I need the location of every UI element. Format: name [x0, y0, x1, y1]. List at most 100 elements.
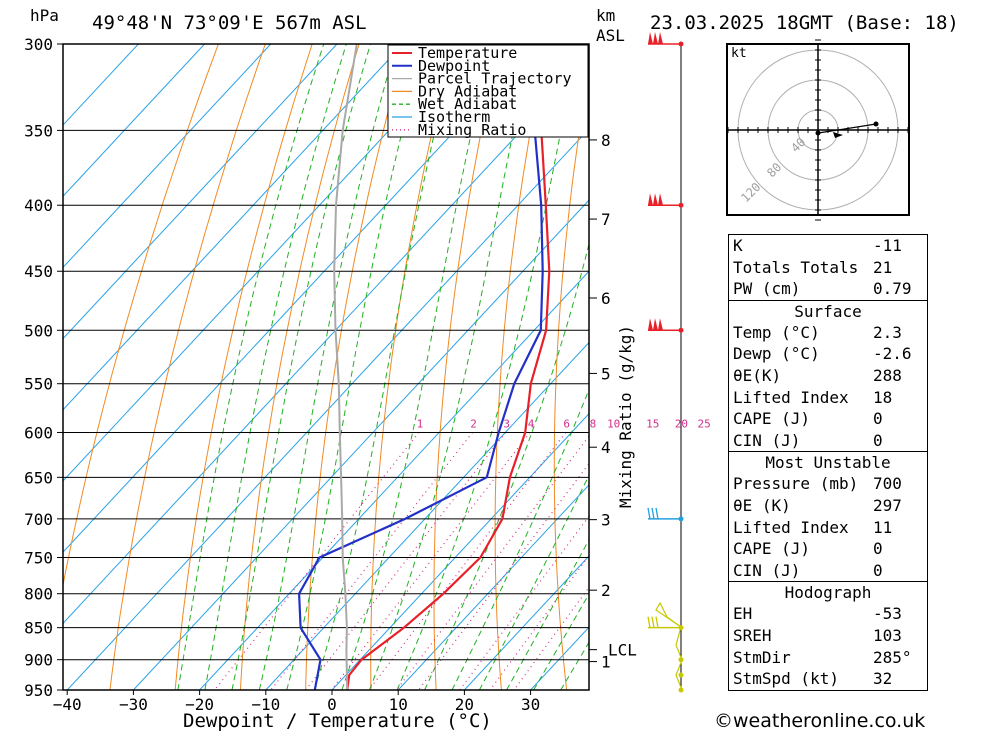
- height-unit: km: [596, 6, 615, 25]
- index-label: StmSpd (kt): [733, 669, 839, 689]
- temperature-tick-label: 0: [327, 695, 337, 714]
- mixing-ratio-value: 4: [528, 418, 535, 431]
- indices-table: K -11 Totals Totals 21 PW (cm) 0.79 Surface…: [728, 234, 928, 691]
- height-tick-label: 5: [601, 364, 611, 383]
- wind-barb-pennant: [658, 193, 663, 206]
- wind-barb-feather: [655, 507, 659, 519]
- mixing-ratio-labels: 12346810152025: [417, 418, 711, 431]
- isotherm-line: [63, 44, 338, 340]
- index-row: Lifted Index 18: [729, 387, 927, 409]
- legend-entry: Temperature: [418, 44, 517, 62]
- mixing-ratio-value: 6: [563, 418, 570, 431]
- wind-barb-pennant: [653, 193, 658, 206]
- index-value: 0: [873, 430, 883, 450]
- index-value: 103: [873, 625, 902, 645]
- low-level-wind-trace: [655, 601, 683, 691]
- index-value: -11: [873, 236, 902, 255]
- wind-level-dot: [678, 657, 684, 663]
- index-row: Temp (°C) 2.3: [729, 322, 927, 344]
- height-tick-label: 7: [601, 210, 611, 229]
- isotherm-line: [63, 44, 272, 269]
- temperature-tick-label: −30: [119, 695, 148, 714]
- pressure-tick-label: 600: [24, 423, 53, 442]
- lcl-label: LCL: [608, 641, 637, 660]
- copyright-link[interactable]: ©weatheronline.co.uk: [714, 710, 926, 732]
- legend-entry: Parcel Trajectory: [418, 70, 572, 88]
- index-row: θE(K) 288: [729, 365, 927, 387]
- wet-adiabat-line: [177, 44, 325, 690]
- dry-adiabat-line: [370, 44, 454, 690]
- wet-adiabat-line: [396, 44, 579, 690]
- temperature-tick-label: 20: [455, 695, 474, 714]
- isotherm-line: [63, 44, 139, 126]
- mixing-ratio-line: [418, 462, 589, 690]
- isotherm-line: [133, 199, 589, 690]
- dry-adiabat-line: [305, 44, 407, 690]
- background-lines: [63, 44, 589, 690]
- sounding-profiles: [297, 44, 551, 690]
- wind-barb-feather: [651, 616, 655, 628]
- isotherm-line: [63, 44, 536, 553]
- isotherm-line: [66, 128, 589, 690]
- index-row: Pressure (mb) 700: [729, 473, 927, 495]
- pressure-tick-label: 650: [24, 468, 53, 487]
- wet-adiabat-line: [258, 44, 397, 690]
- isotherm-line: [63, 44, 205, 197]
- pressure-tick-label: 950: [24, 681, 53, 700]
- isotherm-line: [63, 57, 589, 625]
- legend-entry: Dry Adiabat: [418, 82, 517, 100]
- height-tick-label: 8: [601, 131, 611, 150]
- wind-barb-pennant: [658, 32, 663, 44]
- legend-entry: Wet Adiabat: [418, 95, 517, 113]
- pressure-tick-label: 700: [24, 510, 53, 529]
- index-row: Dewp (°C) -2.6: [729, 343, 927, 365]
- index-value: -2.6: [873, 344, 912, 364]
- index-label: SREH: [733, 625, 772, 645]
- wind-level-dot: [678, 687, 684, 693]
- index-label: CIN (J): [733, 430, 801, 450]
- pressure-axis: 300 350 400 450 500 550 600 650 700 750 800 850 900 9…: [24, 35, 63, 700]
- mixing-ratio-axis-label: Mixing Ratio (g/kg): [616, 325, 635, 508]
- profile-dewpoint: [297, 44, 544, 690]
- index-row: θE (K) 297: [729, 495, 927, 517]
- index-label: θE(K): [733, 365, 782, 385]
- section-title: Hodograph: [784, 583, 872, 603]
- mixing-ratio-line: [305, 432, 507, 690]
- wind-barb-feather: [651, 507, 655, 519]
- legend-box: [387, 44, 589, 138]
- index-label: Lifted Index: [733, 517, 849, 537]
- mixing-ratio-line: [330, 432, 531, 690]
- wet-adiabat-line: [231, 44, 371, 690]
- index-value: 297: [873, 495, 902, 515]
- isotherm-line: [464, 555, 589, 690]
- index-value: 288: [873, 365, 902, 385]
- temperature-tick-label: 30: [521, 695, 540, 714]
- temperature-tick-label: −20: [185, 695, 214, 714]
- index-label: Dewp (°C): [733, 344, 820, 364]
- index-label: CAPE (J): [733, 409, 811, 429]
- mixing-ratio-value: 8: [590, 418, 597, 431]
- index-value: 21: [873, 257, 893, 277]
- hodograph-point: [873, 121, 879, 127]
- index-row: StmDir 285°: [729, 647, 927, 669]
- hodograph-point: [815, 130, 821, 136]
- wind-barb-feather: [647, 507, 651, 519]
- index-label: Lifted Index: [733, 387, 849, 407]
- index-row: SREH 103: [729, 625, 927, 647]
- pressure-tick-label: 350: [24, 121, 53, 140]
- profile-parcel-trajectory: [333, 44, 358, 690]
- index-label: K: [733, 236, 743, 255]
- wet-adiabat-line: [424, 242, 589, 690]
- mixing-ratio-value: 25: [697, 418, 710, 431]
- most-unstable-section: Most Unstable Pressure (mb) 700 θE (K) 297…: [729, 451, 927, 581]
- general-indices: K -11 Totals Totals 21 PW (cm) 0.79: [729, 235, 927, 300]
- wind-level-dot: [678, 672, 684, 678]
- mixing-ratio-value: 15: [646, 418, 659, 431]
- plot-border: [62, 43, 590, 691]
- wind-barb-pennant: [653, 318, 658, 331]
- index-label: CIN (J): [733, 560, 801, 580]
- isotherm-line: [331, 412, 589, 690]
